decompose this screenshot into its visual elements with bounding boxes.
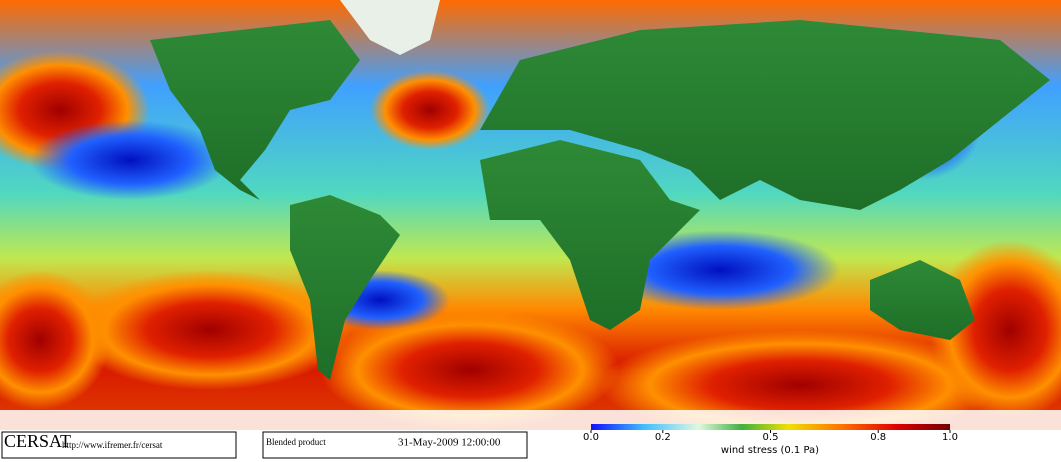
continents [150,0,1050,380]
colorbar-tick-label: 0.2 [655,432,671,443]
logo-box [1,431,237,459]
product: Blended product [266,437,326,447]
date: 31-May-2009 12:00:00 [398,437,501,449]
url: http://www.ifremer.fr/cersat [62,440,163,450]
logo: CERSAT [4,431,71,451]
colorbar-label: wind stress (0.1 Pa) [721,445,819,456]
colorbar-tick-label: 0.5 [763,432,779,443]
product-box [262,431,528,459]
colorbar-tick-label: 0.0 [583,432,599,443]
colorbar-tick-label: 0.8 [870,432,886,443]
colorbar [591,424,950,430]
colorbar-tick-label: 1.0 [942,432,958,443]
